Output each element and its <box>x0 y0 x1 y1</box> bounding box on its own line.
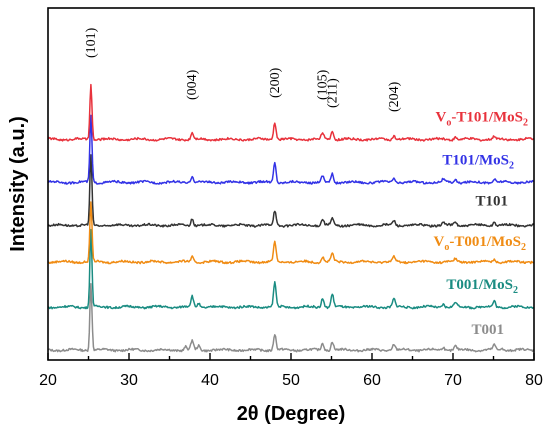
series-curve-3 <box>47 154 535 228</box>
series-label-3: T101 <box>475 193 508 209</box>
curves-layer <box>47 83 535 353</box>
x-tick-label: 60 <box>363 372 381 389</box>
series-label-sub: 2 <box>513 285 518 296</box>
series-label-2: Vo-T001/MoS2 <box>433 234 526 253</box>
series-label-prefix: V <box>433 234 444 250</box>
x-tick-label: 20 <box>39 372 57 389</box>
x-axis-title: 2θ (Degree) <box>237 403 346 425</box>
series-label-sub: 2 <box>509 160 514 171</box>
peak-labels-layer: (101) (004) (200) (105)(211) (204) <box>84 27 402 112</box>
series-label-4: T101/MoS2 <box>442 152 514 171</box>
y-axis-title: Intensity (a.u.) <box>7 116 29 252</box>
series-label-main: T101/MoS <box>442 152 509 168</box>
x-tick-label: 80 <box>525 372 543 389</box>
x-tick-label: 40 <box>201 372 219 389</box>
series-label-main: T101 <box>475 193 508 209</box>
peak-label-4: (211) <box>325 78 340 108</box>
peak-label-0: (101) <box>84 27 99 58</box>
series-label-sub: 2 <box>523 117 528 128</box>
series-label-sub: 2 <box>521 242 526 253</box>
series-label-prefix-sub: o <box>446 117 451 128</box>
series-label-main: T001/MoS <box>446 277 513 293</box>
series-curve-5 <box>47 83 535 142</box>
series-label-0: T001 <box>471 322 504 338</box>
series-label-main: -T001/MoS <box>449 234 521 250</box>
series-label-main: T001 <box>471 322 504 338</box>
series-curve-0 <box>47 282 535 353</box>
peak-label-1: (004) <box>185 69 200 100</box>
series-curve-1 <box>48 228 535 310</box>
series-label-1: T001/MoS2 <box>446 277 518 296</box>
x-tick-label: 50 <box>282 372 300 389</box>
series-curve-2 <box>47 201 535 265</box>
series-curve-4 <box>47 114 535 185</box>
series-label-5: Vo-T101/MoS2 <box>435 109 528 128</box>
series-label-main: -T101/MoS <box>451 109 523 125</box>
x-axis-ticks: 20 30 40 50 60 70 80 <box>39 353 543 389</box>
peak-label-2: (200) <box>268 67 283 98</box>
peak-label-5: (204) <box>387 81 402 112</box>
series-label-prefix-sub: o <box>444 242 449 253</box>
peak-label-3: (105) <box>316 69 331 100</box>
x-tick-label: 30 <box>120 372 138 389</box>
x-tick-label: 70 <box>444 372 462 389</box>
series-labels-layer: T001T001/MoS2Vo-T001/MoS2T101T101/MoS2Vo… <box>433 109 528 338</box>
series-label-prefix: V <box>435 109 446 125</box>
